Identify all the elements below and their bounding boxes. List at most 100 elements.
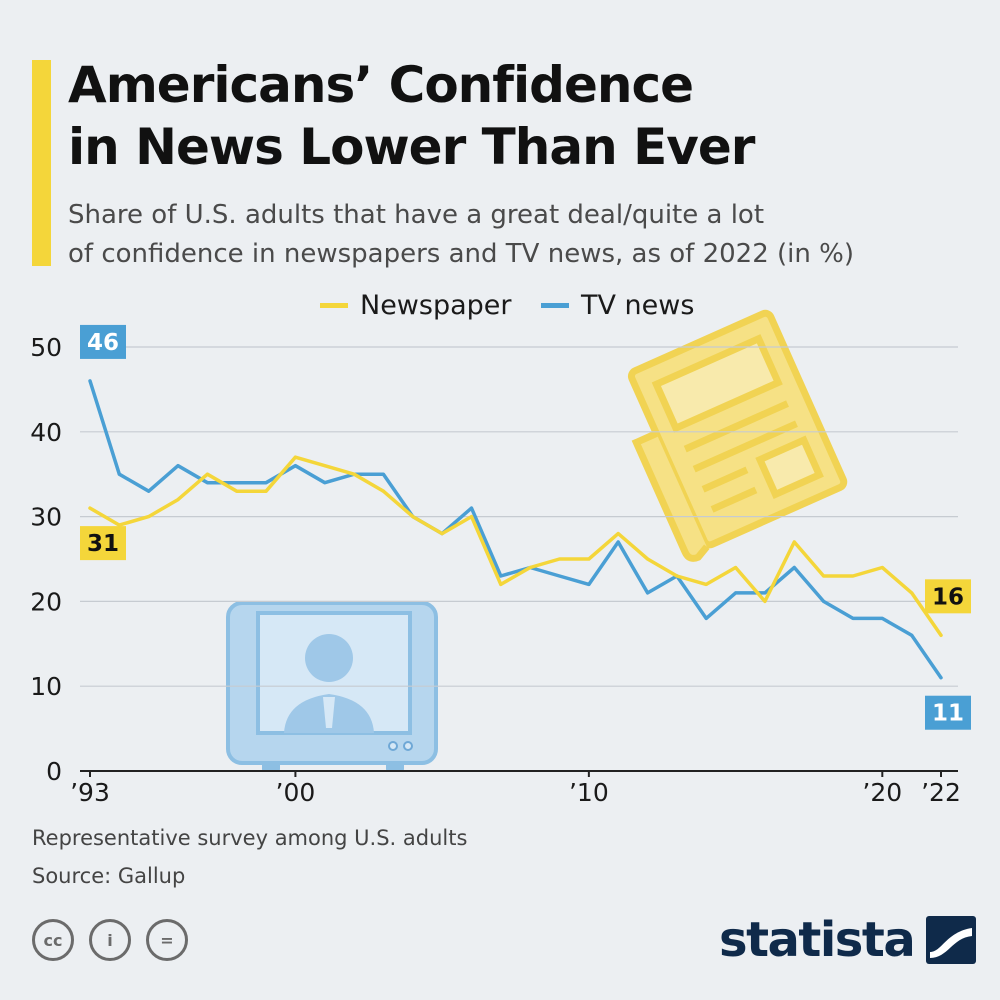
data-point bbox=[469, 506, 473, 510]
chart-legend: Newspaper TV news bbox=[0, 290, 1000, 330]
data-point bbox=[616, 532, 620, 536]
chart-series bbox=[88, 379, 943, 680]
end-label-value: 31 bbox=[87, 531, 119, 557]
brand-name: statista bbox=[719, 912, 916, 968]
page-subtitle: Share of U.S. adults that have a great d… bbox=[68, 196, 978, 274]
y-tick-label: 40 bbox=[30, 418, 62, 447]
end-label-box bbox=[925, 695, 971, 730]
data-point bbox=[939, 676, 943, 680]
newspaper-icon bbox=[627, 309, 848, 562]
footnote-source: Source: Gallup bbox=[32, 864, 186, 888]
data-point bbox=[381, 472, 385, 476]
data-point bbox=[88, 379, 92, 383]
data-point bbox=[323, 464, 327, 468]
data-point bbox=[704, 582, 708, 586]
data-point bbox=[910, 633, 914, 637]
data-point bbox=[293, 455, 297, 459]
data-point bbox=[822, 574, 826, 578]
end-label-box bbox=[925, 579, 971, 614]
subtitle-line-2: of confidence in newspapers and TV news,… bbox=[68, 239, 854, 269]
data-point bbox=[264, 489, 268, 493]
no-derivatives-icon[interactable]: = bbox=[146, 919, 188, 961]
data-point bbox=[293, 464, 297, 468]
data-point bbox=[264, 481, 268, 485]
data-point bbox=[235, 489, 239, 493]
data-point bbox=[205, 472, 209, 476]
data-point bbox=[792, 565, 796, 569]
legend-swatch-newspaper bbox=[320, 303, 348, 308]
title-accent-bar bbox=[32, 60, 51, 266]
data-point bbox=[323, 481, 327, 485]
statista-logo[interactable]: statista bbox=[719, 912, 977, 968]
data-point bbox=[734, 591, 738, 595]
series-line-newspaper bbox=[88, 455, 943, 638]
data-point bbox=[851, 574, 855, 578]
chart-end-labels: 31 16 46 11 bbox=[80, 324, 971, 730]
data-point bbox=[440, 532, 444, 536]
footnote-survey: Representative survey among U.S. adults bbox=[32, 826, 468, 850]
statista-mark-icon bbox=[926, 916, 977, 964]
end-label-value: 16 bbox=[932, 584, 964, 610]
license-icons: cc i = bbox=[32, 919, 188, 961]
data-point bbox=[235, 481, 239, 485]
legend-item-tv-news: TV news bbox=[541, 290, 694, 321]
data-point bbox=[616, 540, 620, 544]
data-point bbox=[880, 565, 884, 569]
subtitle-line-1: Share of U.S. adults that have a great d… bbox=[68, 200, 765, 230]
data-point bbox=[117, 523, 121, 527]
data-point bbox=[558, 557, 562, 561]
data-point bbox=[499, 582, 503, 586]
page-title: Americans’ Confidence in News Lower Than… bbox=[68, 54, 968, 178]
data-point bbox=[822, 599, 826, 603]
data-point bbox=[910, 591, 914, 595]
title-line-1: Americans’ Confidence bbox=[68, 56, 694, 114]
y-tick-label: 10 bbox=[30, 672, 62, 701]
data-point bbox=[205, 481, 209, 485]
y-tick-label: 20 bbox=[30, 587, 62, 616]
data-point bbox=[117, 472, 121, 476]
data-point bbox=[587, 557, 591, 561]
y-axis-ticks: 0 10 20 30 40 50 bbox=[30, 333, 62, 786]
data-point bbox=[704, 616, 708, 620]
cc-icon[interactable]: cc bbox=[32, 919, 74, 961]
data-point bbox=[763, 599, 767, 603]
end-label-box bbox=[80, 324, 126, 359]
x-tick-label: ’22 bbox=[921, 778, 961, 807]
y-tick-label: 0 bbox=[46, 757, 62, 786]
y-tick-label: 50 bbox=[30, 333, 62, 362]
data-point bbox=[176, 464, 180, 468]
data-point bbox=[763, 591, 767, 595]
x-tick-label: ’10 bbox=[569, 778, 609, 807]
data-point bbox=[675, 574, 679, 578]
data-point bbox=[734, 565, 738, 569]
data-point bbox=[469, 515, 473, 519]
data-point bbox=[558, 574, 562, 578]
data-point bbox=[587, 582, 591, 586]
chart-grid bbox=[80, 346, 958, 772]
data-point bbox=[88, 506, 92, 510]
data-point bbox=[147, 489, 151, 493]
data-point bbox=[880, 616, 884, 620]
data-point bbox=[499, 574, 503, 578]
x-tick-label: ’00 bbox=[276, 778, 316, 807]
attribution-icon[interactable]: i bbox=[89, 919, 131, 961]
data-point bbox=[792, 540, 796, 544]
data-point bbox=[176, 498, 180, 502]
data-point bbox=[528, 565, 532, 569]
data-point bbox=[352, 472, 356, 476]
data-point bbox=[411, 515, 415, 519]
end-label-value: 11 bbox=[932, 701, 964, 727]
x-tick-label: ’93 bbox=[70, 778, 110, 807]
series-line-tv-news bbox=[88, 379, 943, 680]
y-tick-label: 30 bbox=[30, 503, 62, 532]
legend-swatch-tv-news bbox=[541, 303, 569, 308]
data-point bbox=[851, 616, 855, 620]
data-point bbox=[646, 591, 650, 595]
data-point bbox=[939, 633, 943, 637]
title-line-2: in News Lower Than Ever bbox=[68, 118, 755, 176]
data-point bbox=[381, 489, 385, 493]
data-point bbox=[646, 557, 650, 561]
data-point bbox=[147, 515, 151, 519]
x-tick-label: ’20 bbox=[862, 778, 902, 807]
